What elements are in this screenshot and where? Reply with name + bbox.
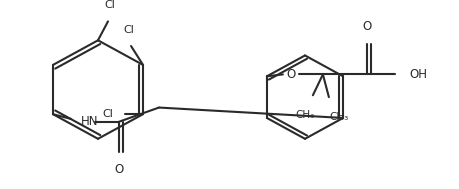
Text: O: O — [362, 20, 371, 33]
Text: CH₃: CH₃ — [295, 110, 314, 120]
Text: CH₃: CH₃ — [329, 112, 348, 122]
Text: Cl: Cl — [102, 109, 113, 119]
Text: HN: HN — [81, 115, 98, 128]
Text: O: O — [114, 163, 123, 176]
Text: Cl: Cl — [104, 0, 115, 10]
Text: Cl: Cl — [123, 25, 134, 35]
Text: O: O — [285, 68, 295, 81]
Text: OH: OH — [408, 68, 426, 81]
